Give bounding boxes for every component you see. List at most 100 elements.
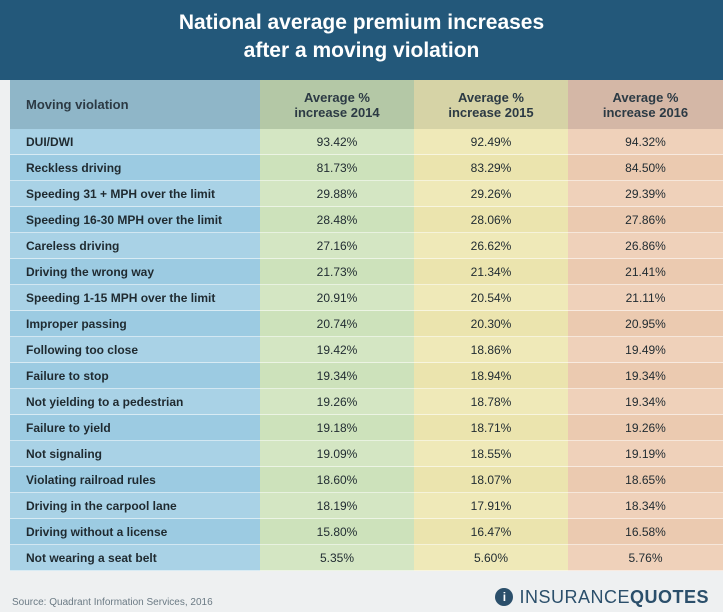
table-row: Failure to yield 19.18% 18.71% 19.26% — [10, 415, 723, 441]
violation-cell: Speeding 1-15 MPH over the limit — [10, 285, 260, 311]
row-divider — [10, 492, 723, 493]
column-header-2015: Average % increase 2015 — [414, 80, 568, 129]
increase-2014-cell: 15.80% — [260, 519, 414, 545]
table-row: Speeding 1-15 MPH over the limit 20.91% 20… — [10, 285, 723, 311]
increase-2016-cell: 94.32% — [568, 129, 723, 155]
increase-2015-cell: 18.86% — [414, 337, 568, 363]
increase-2015-cell: 18.55% — [414, 441, 568, 467]
increase-2016-cell: 19.34% — [568, 363, 723, 389]
column-header-violation: Moving violation — [10, 80, 260, 129]
row-divider — [10, 414, 723, 415]
row-divider — [10, 284, 723, 285]
increase-2014-cell: 18.60% — [260, 467, 414, 493]
increase-2015-cell: 18.94% — [414, 363, 568, 389]
violation-cell: Driving in the carpool lane — [10, 493, 260, 519]
increase-2014-cell: 5.35% — [260, 545, 414, 571]
row-divider — [10, 258, 723, 259]
increase-2014-cell: 19.34% — [260, 363, 414, 389]
table-row: Not wearing a seat belt 5.35% 5.60% 5.76% — [10, 545, 723, 571]
row-divider — [10, 154, 723, 155]
increase-2016-cell: 21.41% — [568, 259, 723, 285]
violation-cell: Driving the wrong way — [10, 259, 260, 285]
row-divider — [10, 388, 723, 389]
row-divider — [10, 570, 723, 571]
table-row: DUI/DWI 93.42% 92.49% 94.32% — [10, 129, 723, 155]
violation-cell: Speeding 16-30 MPH over the limit — [10, 207, 260, 233]
increase-2015-cell: 20.30% — [414, 311, 568, 337]
row-divider — [10, 180, 723, 181]
table-row: Careless driving 27.16% 26.62% 26.86% — [10, 233, 723, 259]
increase-2016-cell: 29.39% — [568, 181, 723, 207]
row-divider — [10, 466, 723, 467]
row-divider — [10, 232, 723, 233]
row-divider — [10, 518, 723, 519]
increase-2014-cell: 28.48% — [260, 207, 414, 233]
table-row: Speeding 31 + MPH over the limit 29.88% 29… — [10, 181, 723, 207]
title-banner: National average premium increases after… — [0, 0, 723, 80]
violation-cell: Careless driving — [10, 233, 260, 259]
increase-2016-cell: 18.65% — [568, 467, 723, 493]
column-header-2016: Average % increase 2016 — [568, 80, 723, 129]
violation-cell: Speeding 31 + MPH over the limit — [10, 181, 260, 207]
table-row: Not signaling 19.09% 18.55% 19.19% — [10, 441, 723, 467]
logo-word-quotes: QUOTES — [629, 586, 709, 607]
increase-2016-cell: 26.86% — [568, 233, 723, 259]
table-row: Following too close 19.42% 18.86% 19.49% — [10, 337, 723, 363]
table-row: Failure to stop 19.34% 18.94% 19.34% — [10, 363, 723, 389]
title-line-2: after a moving violation — [243, 39, 480, 62]
column-header-label: increase 2016 — [602, 104, 689, 120]
increase-2014-cell: 29.88% — [260, 181, 414, 207]
column-header-label: Average % — [457, 89, 524, 105]
column-header-label: Average % — [612, 89, 679, 105]
column-header-label: increase 2015 — [448, 104, 534, 120]
increase-2016-cell: 5.76% — [568, 545, 723, 571]
column-header-label: increase 2014 — [294, 104, 380, 120]
increase-2014-cell: 19.09% — [260, 441, 414, 467]
increase-2016-cell: 27.86% — [568, 207, 723, 233]
column-header-2014: Average % increase 2014 — [260, 80, 414, 129]
increase-2015-cell: 5.60% — [414, 545, 568, 571]
violation-cell: Following too close — [10, 337, 260, 363]
increase-2016-cell: 19.49% — [568, 337, 723, 363]
table-row: Speeding 16-30 MPH over the limit 28.48% 2… — [10, 207, 723, 233]
violation-cell: Violating railroad rules — [10, 467, 260, 493]
increase-2014-cell: 81.73% — [260, 155, 414, 181]
violation-cell: DUI/DWI — [10, 129, 260, 155]
insurancequotes-logo: i INSURANCE QUOTES — [495, 585, 709, 609]
increase-2015-cell: 20.54% — [414, 285, 568, 311]
row-divider — [10, 544, 723, 545]
increase-2015-cell: 29.26% — [414, 181, 568, 207]
increase-2016-cell: 16.58% — [568, 519, 723, 545]
table-row: Not yielding to a pedestrian 19.26% 18.78%… — [10, 389, 723, 415]
title-line-1: National average premium increases — [178, 11, 545, 34]
increase-2014-cell: 21.73% — [260, 259, 414, 285]
increase-2014-cell: 93.42% — [260, 129, 414, 155]
increase-2016-cell: 21.11% — [568, 285, 723, 311]
violation-cell: Not yielding to a pedestrian — [10, 389, 260, 415]
increase-2014-cell: 20.91% — [260, 285, 414, 311]
violation-cell: Improper passing — [10, 311, 260, 337]
increase-2015-cell: 92.49% — [414, 129, 568, 155]
violation-cell: Not wearing a seat belt — [10, 545, 260, 571]
table-row: Improper passing 20.74% 20.30% 20.95% — [10, 311, 723, 337]
premium-increase-table: Moving violation Average % increase 2014… — [10, 80, 723, 571]
increase-2015-cell: 26.62% — [414, 233, 568, 259]
table-row: Reckless driving 81.73% 83.29% 84.50% — [10, 155, 723, 181]
increase-2014-cell: 18.19% — [260, 493, 414, 519]
increase-2014-cell: 19.42% — [260, 337, 414, 363]
increase-2015-cell: 21.34% — [414, 259, 568, 285]
increase-2015-cell: 18.78% — [414, 389, 568, 415]
increase-2016-cell: 19.26% — [568, 415, 723, 441]
increase-2016-cell: 19.19% — [568, 441, 723, 467]
table-row: Violating railroad rules 18.60% 18.07% 18.6… — [10, 467, 723, 493]
logo-mark-icon: i — [495, 588, 514, 606]
row-divider — [10, 362, 723, 363]
increase-2015-cell: 16.47% — [414, 519, 568, 545]
table-row: Driving the wrong way 21.73% 21.34% 21.41% — [10, 259, 723, 285]
violation-cell: Reckless driving — [10, 155, 260, 181]
row-divider — [10, 310, 723, 311]
logo-word-insurance: INSURANCE — [519, 586, 630, 607]
increase-2014-cell: 20.74% — [260, 311, 414, 337]
increase-2016-cell: 20.95% — [568, 311, 723, 337]
